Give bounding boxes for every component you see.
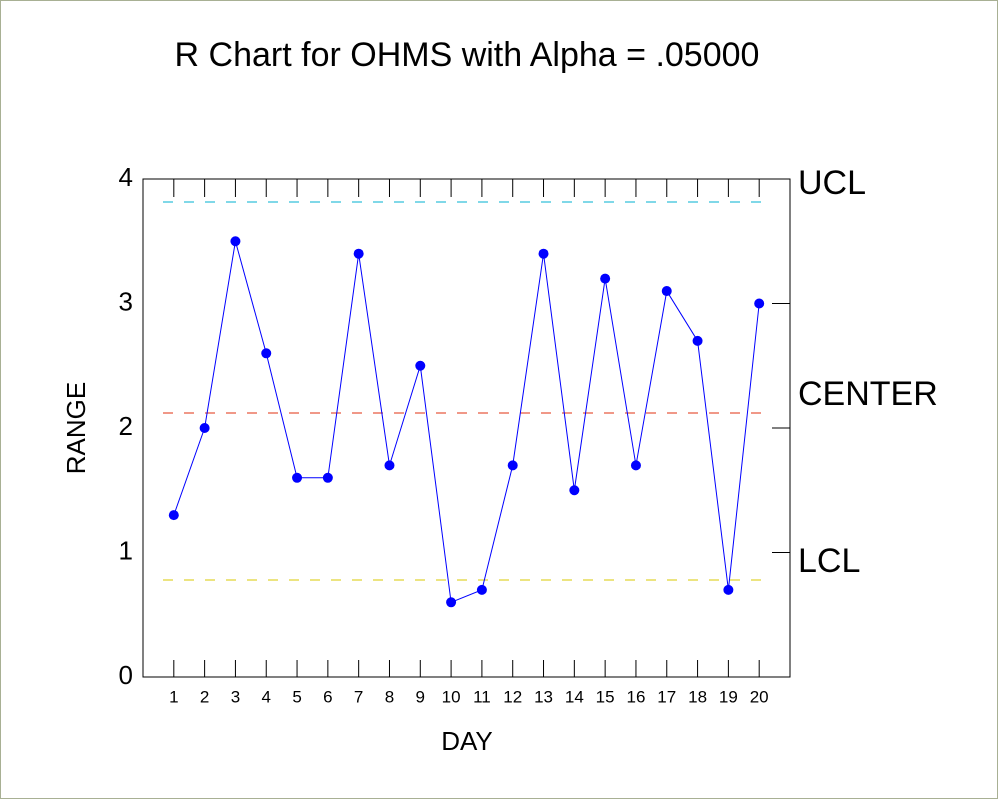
x-tick-label: 1	[169, 687, 178, 706]
data-point	[353, 248, 364, 259]
data-point	[230, 236, 241, 247]
data-point	[415, 360, 426, 371]
y-tick-label: 1	[119, 535, 133, 565]
data-point	[507, 460, 518, 471]
data-point	[292, 472, 303, 483]
x-tick-label: 13	[534, 687, 553, 706]
control-label: CENTER	[798, 375, 938, 413]
x-tick-label: 20	[750, 687, 769, 706]
y-tick-label: 0	[119, 660, 133, 690]
y-tick-label: 4	[119, 162, 133, 192]
x-tick-label: 19	[719, 687, 738, 706]
y-axis-label: RANGE	[61, 382, 91, 474]
y-tick-label: 2	[119, 411, 133, 441]
x-tick-label: 2	[200, 687, 209, 706]
x-axis-label: DAY	[441, 726, 493, 756]
data-point	[692, 335, 703, 346]
data-point	[754, 298, 765, 309]
x-tick-label: 7	[354, 687, 363, 706]
x-tick-label: 11	[473, 687, 491, 706]
data-point	[322, 472, 333, 483]
data-point	[261, 348, 272, 359]
x-tick-label: 6	[323, 687, 332, 706]
data-point	[600, 273, 611, 284]
x-tick-label: 8	[385, 687, 394, 706]
x-tick-label: 18	[688, 687, 707, 706]
x-tick-label: 17	[657, 687, 676, 706]
x-tick-label: 14	[565, 687, 584, 706]
data-point	[446, 597, 457, 608]
data-point	[569, 485, 580, 496]
data-point	[723, 584, 734, 595]
chart-title: R Chart for OHMS with Alpha = .05000	[175, 36, 760, 74]
x-tick-label: 15	[596, 687, 615, 706]
y-tick-label: 3	[119, 286, 133, 316]
data-point	[661, 286, 672, 297]
control-label: LCL	[798, 542, 860, 580]
x-tick-label: 5	[292, 687, 301, 706]
x-tick-label: 4	[262, 687, 271, 706]
x-tick-label: 16	[626, 687, 645, 706]
data-point	[384, 460, 395, 471]
series-line	[173, 241, 760, 604]
data-point	[538, 248, 549, 259]
data-point	[168, 510, 179, 521]
x-tick-label: 3	[231, 687, 240, 706]
x-tick-label: 10	[442, 687, 461, 706]
x-tick-label: 12	[503, 687, 522, 706]
control-label: UCL	[798, 164, 866, 202]
data-point	[199, 423, 210, 433]
data-point	[476, 584, 487, 595]
x-tick-label: 9	[416, 687, 425, 706]
data-point	[630, 460, 641, 471]
